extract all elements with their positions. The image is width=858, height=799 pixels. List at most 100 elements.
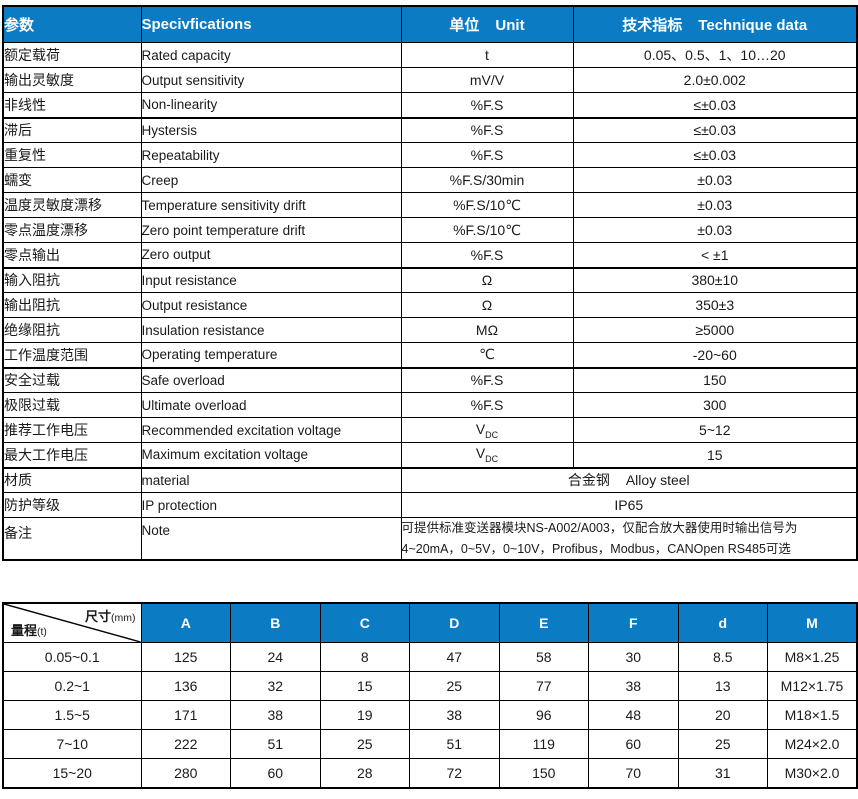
value-cell: ±0.03 (572, 167, 858, 193)
dimension-cell: 24 (230, 642, 321, 673)
spec-row: 极限过载 Ultimate overload %F.S 300 (2, 392, 858, 418)
dimension-cell: 32 (230, 671, 321, 702)
dimension-cell: 8.5 (677, 642, 768, 673)
spec-row: 滞后 Hystersis %F.S ≤±0.03 (2, 117, 858, 143)
value-cell: 380±10 (572, 267, 858, 293)
spec-cell: Non-linearity (140, 92, 402, 119)
param-cell: 蠕变 (2, 167, 142, 193)
dim-column-header-F: F (588, 602, 679, 644)
spec-row: 输出阻抗 Output resistance Ω 350±3 (2, 292, 858, 318)
unit-header-en: Unit (495, 17, 525, 34)
spec-header-row: 参数 Specivfications 单位 Unit 技术指标 Technique … (2, 5, 858, 43)
param-cell: 极限过载 (2, 392, 142, 418)
dimension-cell: 60 (588, 729, 679, 760)
range-cell: 1.5~5 (2, 700, 142, 731)
dimension-cell: 72 (409, 758, 500, 789)
value-cell: ≤±0.03 (572, 142, 858, 168)
unit-cell: %F.S/10℃ (400, 217, 574, 243)
column-header-param: 参数 (2, 5, 142, 43)
dimension-cell: 119 (498, 729, 589, 760)
dim-column-header-D: D (409, 602, 500, 644)
dimension-cell: 31 (677, 758, 768, 789)
dim-row: 15~20 280 60 28 72 150 70 31 M30×2.0 (2, 758, 858, 789)
param-cell: 推荐工作电压 (2, 417, 142, 443)
unit-cell: %F.S (400, 117, 574, 143)
unit-subscript: DC (485, 454, 499, 465)
spec-row: 额定载荷 Rated capacity t 0.05、0.5、1、10…20 (2, 42, 858, 68)
value-cell: 15 (572, 442, 858, 469)
value-cell: < ±1 (572, 242, 858, 269)
spec-row: 工作温度范围 Operating temperature ℃ -20~60 (2, 342, 858, 369)
spec-cell: IP protection (140, 492, 402, 518)
spec-row: 输入阻抗 Input resistance Ω 380±10 (2, 267, 858, 293)
param-cell: 工作温度范围 (2, 342, 142, 369)
value-cell: 0.05、0.5、1、10…20 (572, 42, 858, 68)
dim-column-header-B: B (230, 602, 321, 644)
spec-row: 温度灵敏度漂移 Temperature sensitivity drift %F.S… (2, 192, 858, 218)
dimension-cell: 58 (498, 642, 589, 673)
corner-range-label: 量程(t) (11, 620, 47, 639)
dim-column-header-C: C (319, 602, 410, 644)
dimension-cell: M30×2.0 (767, 758, 858, 789)
spec-cell: Ultimate overload (140, 392, 402, 418)
unit-cell: %F.S (400, 242, 574, 269)
dimension-cell: 60 (230, 758, 321, 789)
spec-cell: Operating temperature (140, 342, 402, 369)
param-cell: 零点输出 (2, 242, 142, 269)
range-cell: 7~10 (2, 729, 142, 760)
unit-cell: %F.S/10℃ (400, 192, 574, 218)
dimension-cell: 96 (498, 700, 589, 731)
unit-subscript: DC (485, 429, 499, 440)
dimension-cell: 38 (409, 700, 500, 731)
note-line: 可提供标准变送器模块NS-A002/A003，仅配合放大器使用时输出信号为 (401, 521, 798, 535)
dim-column-header-E: E (498, 602, 589, 644)
dimension-cell: 125 (140, 642, 231, 673)
value-cell: ±0.03 (572, 217, 858, 243)
unit-cell: %F.S (400, 367, 574, 393)
unit-cell: VDC (400, 442, 574, 469)
spec-row: 安全过载 Safe overload %F.S 150 (2, 367, 858, 393)
dimension-cell: 51 (230, 729, 321, 760)
value-cell: -20~60 (572, 342, 858, 369)
dimension-cell: 38 (588, 671, 679, 702)
diagonal-divider (4, 604, 141, 642)
value-cell: ≤±0.03 (572, 92, 858, 119)
dimension-cell: M24×2.0 (767, 729, 858, 760)
dimension-cell: 19 (319, 700, 410, 731)
technique-header-en: Technique data (698, 17, 808, 34)
column-header-specifications: Specivfications (140, 5, 402, 43)
unit-cell: %F.S (400, 142, 574, 168)
value-cell: ≥5000 (572, 317, 858, 343)
dimension-cell: M8×1.25 (767, 642, 858, 673)
value-cell: 5~12 (572, 417, 858, 443)
unit-cell: t (400, 42, 574, 68)
spec-row: 最大工作电压 Maximum excitation voltage VDC 15 (2, 442, 858, 469)
spec-cell: Safe overload (140, 367, 402, 393)
range-cell: 0.05~0.1 (2, 642, 142, 673)
spec-cell: Output sensitivity (140, 67, 402, 93)
range-cell: 15~20 (2, 758, 142, 789)
dimension-cell: 150 (498, 758, 589, 789)
param-cell: 非线性 (2, 92, 142, 119)
spec-row: 备注 Note 可提供标准变送器模块NS-A002/A003，仅配合放大器使用时输出… (2, 517, 858, 561)
dimension-cell: M12×1.75 (767, 671, 858, 702)
spec-row: 材质 material 合金钢 Alloy steel (2, 467, 858, 493)
dim-column-header-M: M (767, 602, 858, 644)
unit-cell: mV/V (400, 67, 574, 93)
range-cell: 0.2~1 (2, 671, 142, 702)
spec-row: 输出灵敏度 Output sensitivity mV/V 2.0±0.002 (2, 67, 858, 93)
range-label-text: 量程 (11, 623, 38, 639)
value-cell: 350±3 (572, 292, 858, 318)
param-cell: 最大工作电压 (2, 442, 142, 469)
spec-cell: Insulation resistance (140, 317, 402, 343)
dimension-cell: 13 (677, 671, 768, 702)
value-cell: 300 (572, 392, 858, 418)
dimension-cell: 136 (140, 671, 231, 702)
value-cell: ±0.03 (572, 192, 858, 218)
spec-row: 推荐工作电压 Recommended excitation voltage VDC 5… (2, 417, 858, 443)
unit-cell: VDC (400, 417, 574, 443)
dimension-cell: 70 (588, 758, 679, 789)
unit-cell: MΩ (400, 317, 574, 343)
dim-row: 7~10 222 51 25 51 119 60 25 M24×2.0 (2, 729, 858, 760)
